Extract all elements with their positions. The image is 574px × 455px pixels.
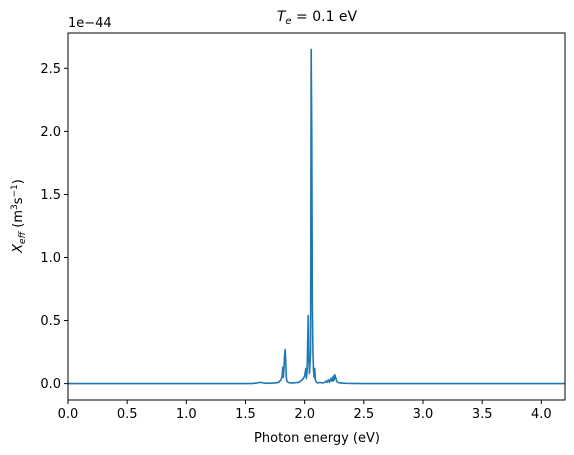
x-tick-label: 0.0 (58, 407, 79, 422)
y-tick-label: 2.5 (40, 62, 61, 77)
x-axis: 0.0 0.5 1.0 1.5 2.0 2.5 3.0 3.5 4.0 (58, 400, 552, 422)
x-tick-label: 3.0 (413, 407, 434, 422)
y-axis-label: Xeff (m3s−1) (10, 179, 28, 254)
y-axis: 0.0 0.5 1.0 1.5 2.0 2.5 (40, 62, 68, 392)
y-tick-label: 1.5 (40, 188, 61, 203)
x-tick-label: 4.0 (531, 407, 552, 422)
x-axis-label: Photon energy (eV) (254, 431, 380, 446)
ylabel-rest-2: s (11, 197, 26, 204)
plot-frame (67, 32, 566, 401)
y-tick-label: 1.0 (40, 251, 61, 266)
x-tick-label: 0.5 (117, 407, 138, 422)
series-line (68, 48, 565, 385)
ylabel-sup-1: 3 (10, 204, 20, 210)
x-tick-label: 1.5 (235, 407, 256, 422)
title-rest: = 0.1 eV (292, 9, 358, 25)
ylabel-sub: eff (18, 230, 28, 244)
x-tick-label: 2.0 (294, 407, 315, 422)
x-tick-label: 1.0 (176, 407, 197, 422)
ylabel-rest-3: ) (11, 179, 26, 184)
ylabel-rest-1: (m (11, 210, 26, 232)
chart-title: Te = 0.1 eV (277, 9, 358, 27)
ylabel-main: X (11, 243, 26, 254)
y-tick-label: 0.0 (40, 377, 61, 392)
ylabel-sup-2: −1 (10, 184, 20, 197)
title-main: T (277, 9, 287, 25)
y-tick-label: 2.0 (40, 125, 61, 140)
y-tick-label: 0.5 (40, 314, 61, 329)
title-sub: e (285, 16, 291, 27)
x-tick-label: 3.5 (472, 407, 493, 422)
y-offset-label: 1e−44 (68, 16, 112, 31)
x-tick-label: 2.5 (353, 407, 374, 422)
